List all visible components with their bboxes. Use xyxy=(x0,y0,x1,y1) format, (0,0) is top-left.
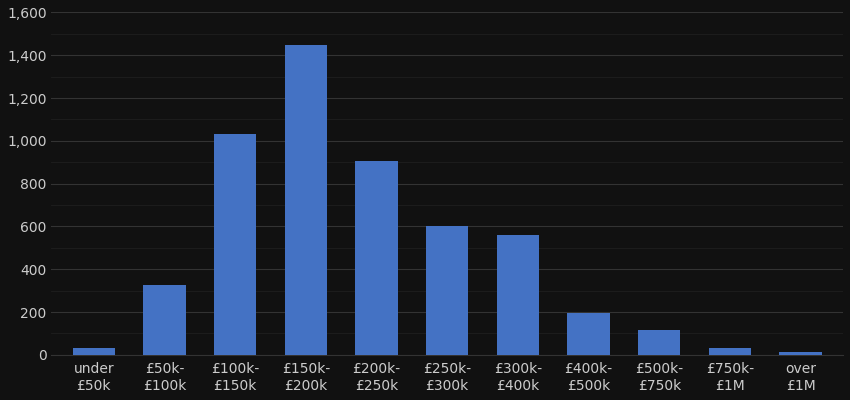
Bar xyxy=(496,235,539,355)
Bar xyxy=(72,348,115,355)
Bar xyxy=(779,352,822,355)
Bar xyxy=(144,285,185,355)
Bar xyxy=(709,348,751,355)
Bar xyxy=(285,44,327,355)
Bar xyxy=(355,161,398,355)
Bar xyxy=(214,134,257,355)
Bar xyxy=(568,313,609,355)
Bar xyxy=(638,330,681,355)
Bar xyxy=(426,226,468,355)
